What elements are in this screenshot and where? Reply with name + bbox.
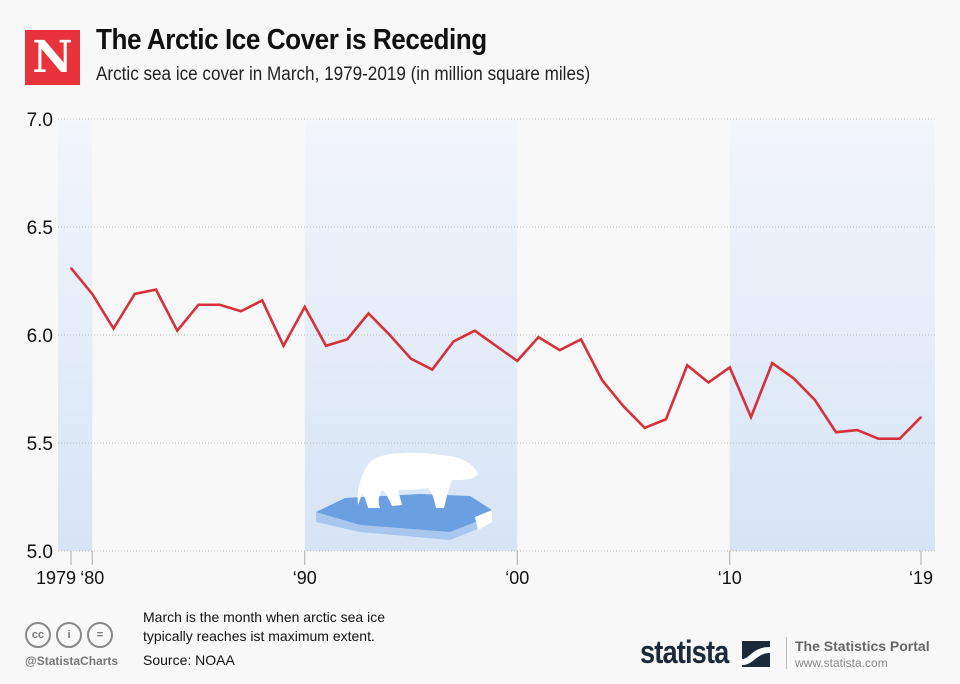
license-icons: cc i = — [25, 622, 113, 648]
data-point — [325, 345, 327, 347]
y-tick-label: 7.0 — [27, 110, 53, 131]
twitter-handle[interactable]: @StatistaCharts — [25, 654, 119, 668]
data-point — [686, 364, 689, 367]
data-point — [410, 357, 412, 360]
data-point — [112, 327, 115, 330]
data-point — [856, 429, 859, 431]
data-point — [792, 377, 795, 380]
x-tick-label: ‘10 — [718, 568, 742, 588]
data-point — [665, 418, 667, 421]
line-chart: 7.0 6.5 6.0 5.5 5.0 1979 ‘80 ‘90 ‘00 ‘10 ‘19 — [27, 110, 935, 588]
y-tick-label: 6.0 — [27, 326, 53, 347]
ice-floe-top — [316, 494, 492, 532]
data-point — [91, 293, 94, 295]
x-tick-label: 1979 — [36, 568, 76, 588]
y-tick-label: 5.0 — [27, 542, 53, 563]
y-tick-label: 5.5 — [27, 434, 53, 455]
data-point — [580, 338, 582, 341]
y-axis-labels: 7.0 6.5 6.0 5.5 5.0 — [27, 110, 53, 563]
no-derivatives-icon: = — [87, 622, 113, 648]
newsweek-logo: N — [25, 30, 80, 85]
polar-bear-icon — [357, 452, 478, 508]
data-point — [877, 437, 880, 440]
portal-url[interactable]: www.statista.com — [795, 656, 888, 670]
data-point — [473, 329, 476, 332]
x-axis-ticks: 1979 ‘80 ‘90 ‘00 ‘10 ‘19 — [36, 551, 933, 588]
data-point — [495, 345, 497, 347]
statista-logo[interactable]: statista — [640, 634, 729, 670]
data-point — [197, 303, 200, 306]
data-point — [537, 336, 540, 338]
ice-floe-edge — [475, 510, 492, 530]
shaded-band — [58, 119, 93, 551]
data-point — [601, 379, 604, 382]
ice-floe-side — [316, 510, 492, 540]
statista-mark-icon — [742, 641, 770, 667]
chart-subtitle: Arctic sea ice cover in March, 1979-2019… — [96, 64, 591, 85]
data-point — [728, 366, 731, 369]
x-tick-label: ‘00 — [505, 568, 529, 588]
source-text: Source: NOAA — [143, 652, 235, 668]
data-point — [813, 399, 816, 401]
portal-title: The Statistics Portal — [795, 638, 930, 654]
data-point — [558, 349, 561, 351]
data-point — [240, 310, 242, 313]
cc-icon: cc — [25, 622, 51, 648]
data-point — [643, 427, 646, 429]
data-point — [452, 340, 455, 343]
data-point — [176, 329, 179, 332]
data-point — [346, 338, 349, 341]
data-point — [750, 416, 752, 418]
chart-title: The Arctic Ice Cover is Receding — [96, 24, 487, 56]
data-point — [898, 437, 901, 440]
data-point — [218, 303, 221, 306]
footnote-line: March is the month when arctic sea ice — [143, 609, 385, 625]
footnote-line: typically reaches ist maximum extent. — [143, 628, 375, 644]
data-point — [516, 360, 519, 362]
data-point — [261, 299, 264, 302]
data-point — [388, 334, 391, 336]
x-tick-label: ‘19 — [909, 568, 933, 588]
data-point — [771, 362, 774, 364]
data-point — [133, 293, 136, 295]
data-point — [155, 288, 157, 291]
data-point — [707, 381, 710, 384]
data-point — [367, 312, 370, 315]
data-point — [282, 345, 285, 347]
divider — [786, 637, 787, 669]
data-point — [835, 431, 837, 434]
data-point — [303, 306, 306, 308]
footnote: March is the month when arctic sea ice t… — [143, 608, 385, 646]
series-line — [69, 267, 922, 440]
data-point — [70, 267, 72, 269]
attribution-icon: i — [56, 622, 82, 648]
data-point — [431, 368, 434, 371]
logo-letter: N — [32, 31, 73, 83]
data-point — [920, 416, 922, 418]
gridlines — [58, 118, 935, 552]
data-point — [622, 405, 625, 408]
polar-bear-illustration — [316, 452, 492, 540]
y-tick-label: 6.5 — [27, 218, 53, 239]
x-tick-label: ‘80 — [80, 568, 104, 588]
x-tick-label: ‘90 — [293, 568, 317, 588]
